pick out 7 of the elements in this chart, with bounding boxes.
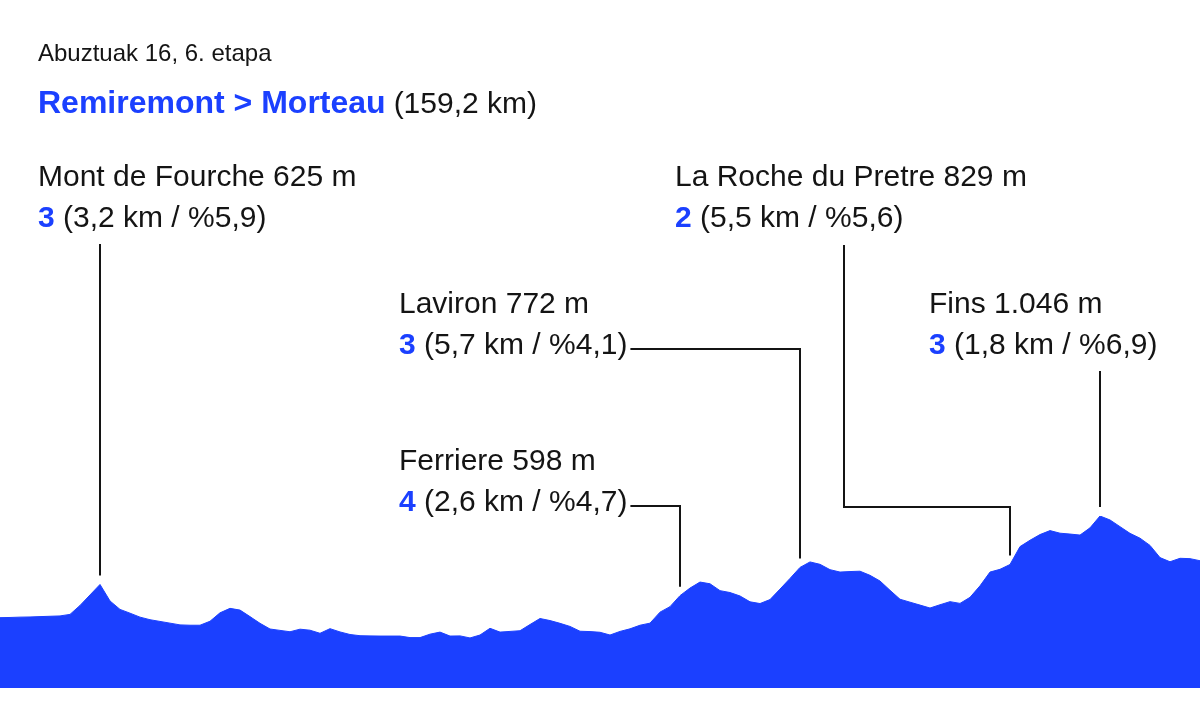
annotation: Ferriere 598 m 4 (2,6 km / %4,7) bbox=[399, 443, 628, 517]
chart-subtitle: Abuztuak 16, 6. etapa bbox=[38, 39, 273, 66]
text: Fins 1.046 m 3 (1,8 km / %6,9) bbox=[929, 286, 1158, 360]
text: Laviron 772 m 3 (5,7 km / %4,1) bbox=[399, 286, 628, 360]
text: La Roche du Pretre 829 m 2 (5,5 km / %5,6) bbox=[675, 159, 1027, 233]
text: Mont de Fourche 625 m 3 (3,2 km / %5,9) bbox=[38, 159, 357, 233]
chart-title: Remiremont > Morteau (159,2 km) bbox=[38, 84, 538, 120]
